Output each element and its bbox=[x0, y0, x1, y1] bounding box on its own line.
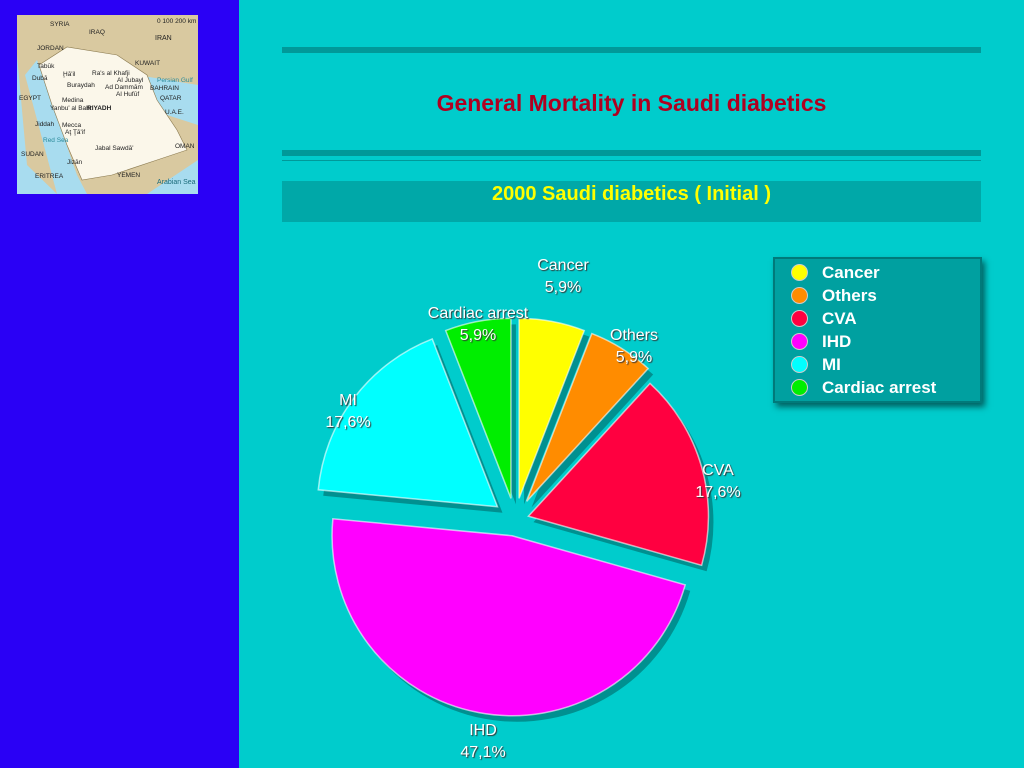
legend-item-cancer: Cancer bbox=[791, 261, 880, 284]
map-label: Al Hufūf bbox=[116, 91, 140, 98]
title-rule bbox=[282, 150, 981, 156]
slice-label: MI 17,6% bbox=[325, 390, 370, 434]
map-label: QATAR bbox=[160, 95, 182, 102]
map-label: OMAN bbox=[175, 143, 195, 150]
saudi-arabia-map: IRAQ IRAN Tabūk Ḩā'il Ra's al Khafji Al … bbox=[17, 15, 198, 194]
slice-value: 17,6% bbox=[695, 484, 741, 501]
slice-name: Others bbox=[609, 327, 659, 344]
legend-item-cardiac-arrest: Cardiac arrest bbox=[791, 376, 936, 399]
pie-slice-cancer bbox=[518, 317, 586, 499]
map-label: ERITREA bbox=[35, 173, 64, 180]
slice-value: 5,9% bbox=[544, 279, 582, 296]
map-label: BAHRAIN bbox=[150, 85, 179, 92]
map-label: YEMEN bbox=[117, 172, 141, 179]
map-label: SYRIA bbox=[50, 21, 70, 28]
map-label: IRAQ bbox=[89, 29, 105, 36]
slice-name: IHD bbox=[469, 722, 497, 739]
map-label: U.A.E. bbox=[165, 109, 184, 116]
map-label: Ad Dammām bbox=[105, 84, 143, 91]
map-label: Ḩā'il bbox=[63, 71, 76, 78]
map-label: Medina bbox=[62, 97, 84, 104]
legend-item-mi: MI bbox=[791, 353, 841, 376]
legend-label: Cardiac arrest bbox=[822, 377, 937, 397]
legend-item-cva: CVA bbox=[791, 307, 857, 330]
top-rule bbox=[282, 47, 981, 53]
map-label: Al Jubayl bbox=[117, 77, 144, 84]
slice-value: 5,9% bbox=[615, 349, 653, 366]
map-label: JORDAN bbox=[37, 45, 64, 52]
legend-swatch bbox=[791, 356, 808, 373]
slice-name: Cardiac arrest bbox=[427, 305, 529, 322]
map-label: Aţ Ţā'if bbox=[65, 129, 86, 136]
map-label: RIYADH bbox=[87, 105, 112, 112]
pie-slice-cva bbox=[527, 382, 710, 567]
legend-swatch bbox=[791, 379, 808, 396]
slice-value: 47,1% bbox=[460, 744, 506, 761]
map-label: Mecca bbox=[62, 122, 82, 129]
pie-slice-others bbox=[525, 332, 650, 502]
legend-item-others: Others bbox=[791, 284, 877, 307]
slice-name: Cancer bbox=[537, 257, 589, 274]
slice-label: IHD 47,1% bbox=[460, 720, 505, 764]
map-label: Tabūk bbox=[37, 63, 55, 70]
legend-swatch bbox=[791, 333, 808, 350]
legend-label: MI bbox=[822, 354, 841, 374]
slice-label: Others 5,9% bbox=[610, 325, 658, 369]
pie-slice-mi bbox=[317, 337, 499, 508]
pie-slice-cardiac-arrest bbox=[444, 317, 512, 499]
map-label: Buraydah bbox=[67, 82, 95, 89]
map-label: Jizān bbox=[67, 159, 83, 166]
map-label: IRAN bbox=[155, 35, 172, 42]
slice-label: Cancer 5,9% bbox=[537, 255, 589, 299]
slice-label: CVA 17,6% bbox=[695, 460, 740, 504]
map-shapes bbox=[17, 46, 198, 194]
map-label: Red Sea bbox=[43, 137, 69, 144]
pie-slice-ihd bbox=[331, 517, 687, 717]
map-label: EGYPT bbox=[19, 95, 42, 102]
slice-value: 5,9% bbox=[459, 327, 497, 344]
legend-label: Cancer bbox=[822, 262, 880, 282]
map-label: Jiddah bbox=[35, 121, 55, 128]
map-label: Persian Gulf bbox=[157, 77, 193, 84]
legend-swatch bbox=[791, 287, 808, 304]
chart-legend: Cancer Others CVA IHD MI Cardiac arrest bbox=[773, 257, 982, 403]
sidebar: IRAQ IRAN Tabūk Ḩā'il Ra's al Khafji Al … bbox=[0, 0, 239, 768]
map-label: Ra's al Khafji bbox=[92, 70, 130, 77]
slice-name: CVA bbox=[702, 462, 734, 479]
legend-swatch bbox=[791, 310, 808, 327]
legend-label: Others bbox=[822, 285, 877, 305]
map-label: Jabal Sawdā' bbox=[95, 145, 134, 152]
chart-subtitle: 2000 Saudi diabetics ( Initial ) bbox=[492, 183, 771, 205]
slice-value: 17,6% bbox=[325, 414, 371, 431]
map-label: Dubā bbox=[32, 75, 48, 82]
map-label: KUWAIT bbox=[135, 60, 161, 67]
legend-label: CVA bbox=[822, 308, 857, 328]
legend-swatch bbox=[791, 264, 808, 281]
subtitle-bar: 2000 Saudi diabetics ( Initial ) bbox=[282, 181, 981, 222]
map-scale: 0 100 200 km bbox=[157, 18, 197, 25]
slice-label: Cardiac arrest 5,9% bbox=[428, 303, 528, 347]
map-label: Arabian Sea bbox=[157, 179, 196, 186]
slide-title: General Mortality in Saudi diabetics bbox=[436, 90, 827, 116]
title-rule-thin bbox=[282, 160, 981, 161]
map-label: Yanbu' al Bahr bbox=[50, 105, 92, 112]
legend-label: IHD bbox=[822, 331, 852, 351]
slice-name: MI bbox=[339, 392, 357, 409]
map-label: SUDAN bbox=[21, 151, 44, 158]
legend-item-ihd: IHD bbox=[791, 330, 851, 353]
